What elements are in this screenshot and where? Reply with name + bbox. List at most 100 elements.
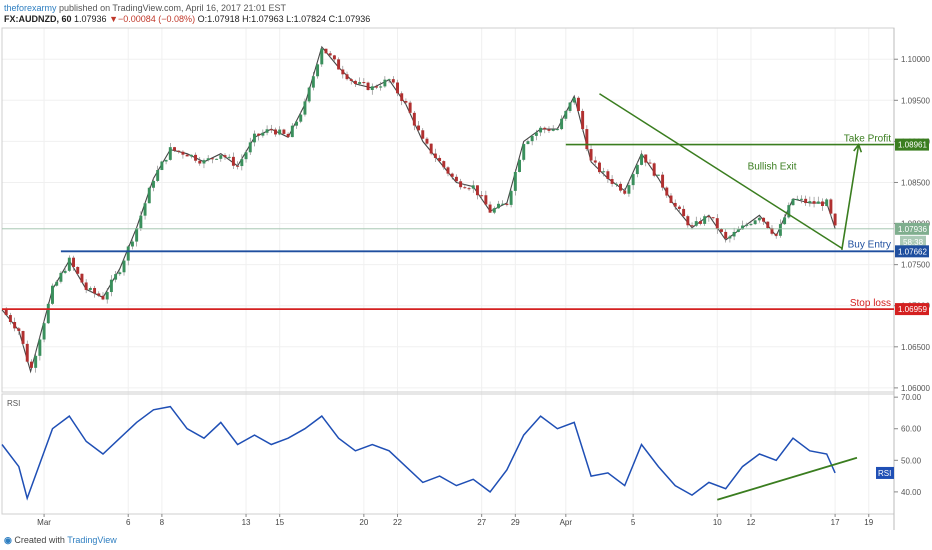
candle-body (278, 129, 282, 135)
candle-body (698, 221, 702, 224)
candle-body (320, 48, 324, 65)
candle-body (640, 154, 644, 165)
countdown-text: 58:38 (903, 238, 924, 247)
candle-body (173, 147, 176, 151)
candle-body (522, 144, 526, 160)
candle-body (4, 309, 8, 316)
price-axis-label: 1.06500 (901, 343, 930, 352)
candle-body (572, 97, 576, 103)
time-axis-label: 8 (160, 518, 165, 527)
candle-body (450, 173, 454, 177)
time-axis-label: 13 (242, 518, 251, 527)
last-price-text: 1.07936 (74, 14, 107, 24)
candle-body (433, 153, 437, 158)
candle-body (21, 331, 25, 344)
candle-body (711, 217, 715, 219)
candle-body (370, 86, 374, 91)
candle-body (757, 217, 761, 221)
candle-body (139, 215, 143, 229)
candle-body (467, 188, 471, 190)
time-axis-label: 12 (746, 518, 755, 527)
candle-body (791, 199, 795, 206)
candle-body (17, 328, 21, 332)
candle-body (126, 246, 130, 261)
time-axis[interactable]: Mar 6 8 13 15 20 22 27 29 Apr 5 10 12 17 19 (37, 514, 874, 527)
candle-body (303, 101, 307, 115)
candle-body (164, 159, 168, 162)
rsi-axis-label: 60.00 (901, 425, 922, 434)
candle-body (151, 180, 155, 188)
tradingview-link[interactable]: TradingView (67, 535, 117, 545)
candle-body (38, 339, 42, 356)
candle-body (635, 164, 639, 175)
rsi-annotations (717, 456, 858, 501)
time-axis-label: 20 (359, 518, 368, 527)
candle-body (812, 201, 816, 204)
target-arrow-head (853, 143, 863, 153)
candle-body (417, 125, 421, 131)
price-axis-label: 1.10000 (901, 55, 930, 64)
candle-body (564, 110, 568, 119)
candle-body (518, 159, 522, 172)
candle-body (311, 76, 315, 88)
buy-entry-label: Buy Entry (848, 239, 891, 250)
candle-body (627, 185, 631, 194)
rsi-axis-label: 40.00 (901, 488, 922, 497)
countdown-box (900, 235, 926, 247)
candle-body (341, 69, 345, 75)
candle-body (438, 157, 442, 162)
candle-body (34, 355, 38, 368)
time-axis-label: 27 (477, 518, 486, 527)
rsi-axis[interactable]: 40.00 50.00 60.00 70.00 (894, 393, 922, 497)
symbol-info: FX:AUDNZD, 60 1.07936 ▼−0.00084 (−0.08%)… (4, 14, 370, 24)
candle-body (194, 154, 198, 161)
candle-body (286, 133, 290, 138)
price-axis-label: 1.06000 (901, 384, 930, 393)
candle-body (471, 185, 475, 189)
candle-body (379, 86, 383, 88)
candle-body (231, 156, 235, 166)
price-labels: 1.08961 1.07936 58:381.07662 1.06959 RSI (876, 138, 929, 479)
candle-body (282, 129, 286, 134)
candle-body (720, 229, 723, 232)
candle-body (526, 141, 530, 145)
stop-loss-price-text: 1.06959 (898, 305, 927, 314)
candle-body (46, 303, 50, 324)
take-profit-price-box (895, 138, 929, 151)
candle-body (391, 79, 395, 83)
candle-body (648, 162, 652, 164)
candle-body (244, 152, 248, 160)
candle-body (732, 231, 736, 237)
candle-body (227, 156, 231, 158)
candle-body (429, 143, 433, 154)
candle-body (349, 79, 353, 81)
price-axis-label: 1.09500 (901, 96, 930, 105)
candle-body (88, 287, 92, 290)
candle-body (105, 292, 109, 300)
candle-body (547, 129, 551, 131)
candle-body (25, 343, 29, 362)
candle-body (783, 217, 787, 225)
take-profit-label: Take Profit (844, 134, 891, 145)
candle-body (820, 201, 824, 207)
candle-body (509, 190, 513, 205)
candle-body (736, 229, 740, 232)
candle-body (261, 132, 265, 136)
candle-body (745, 224, 749, 226)
candle-body (328, 53, 332, 56)
publish-text: published on TradingView.com, April 16, … (56, 3, 287, 13)
candle-body (93, 287, 97, 294)
candle-body (480, 195, 484, 197)
price-axis-label: 1.08500 (901, 178, 930, 187)
candle-body (690, 225, 694, 227)
candle-body (799, 198, 803, 200)
candle-body (400, 93, 404, 102)
candle-body (513, 171, 517, 191)
candle-body (816, 201, 820, 204)
candle-body (118, 272, 122, 275)
time-axis-label: 19 (864, 518, 873, 527)
author-link[interactable]: theforexarmy (4, 3, 57, 13)
rsi-trendline (717, 456, 858, 501)
candle-body (459, 181, 463, 188)
